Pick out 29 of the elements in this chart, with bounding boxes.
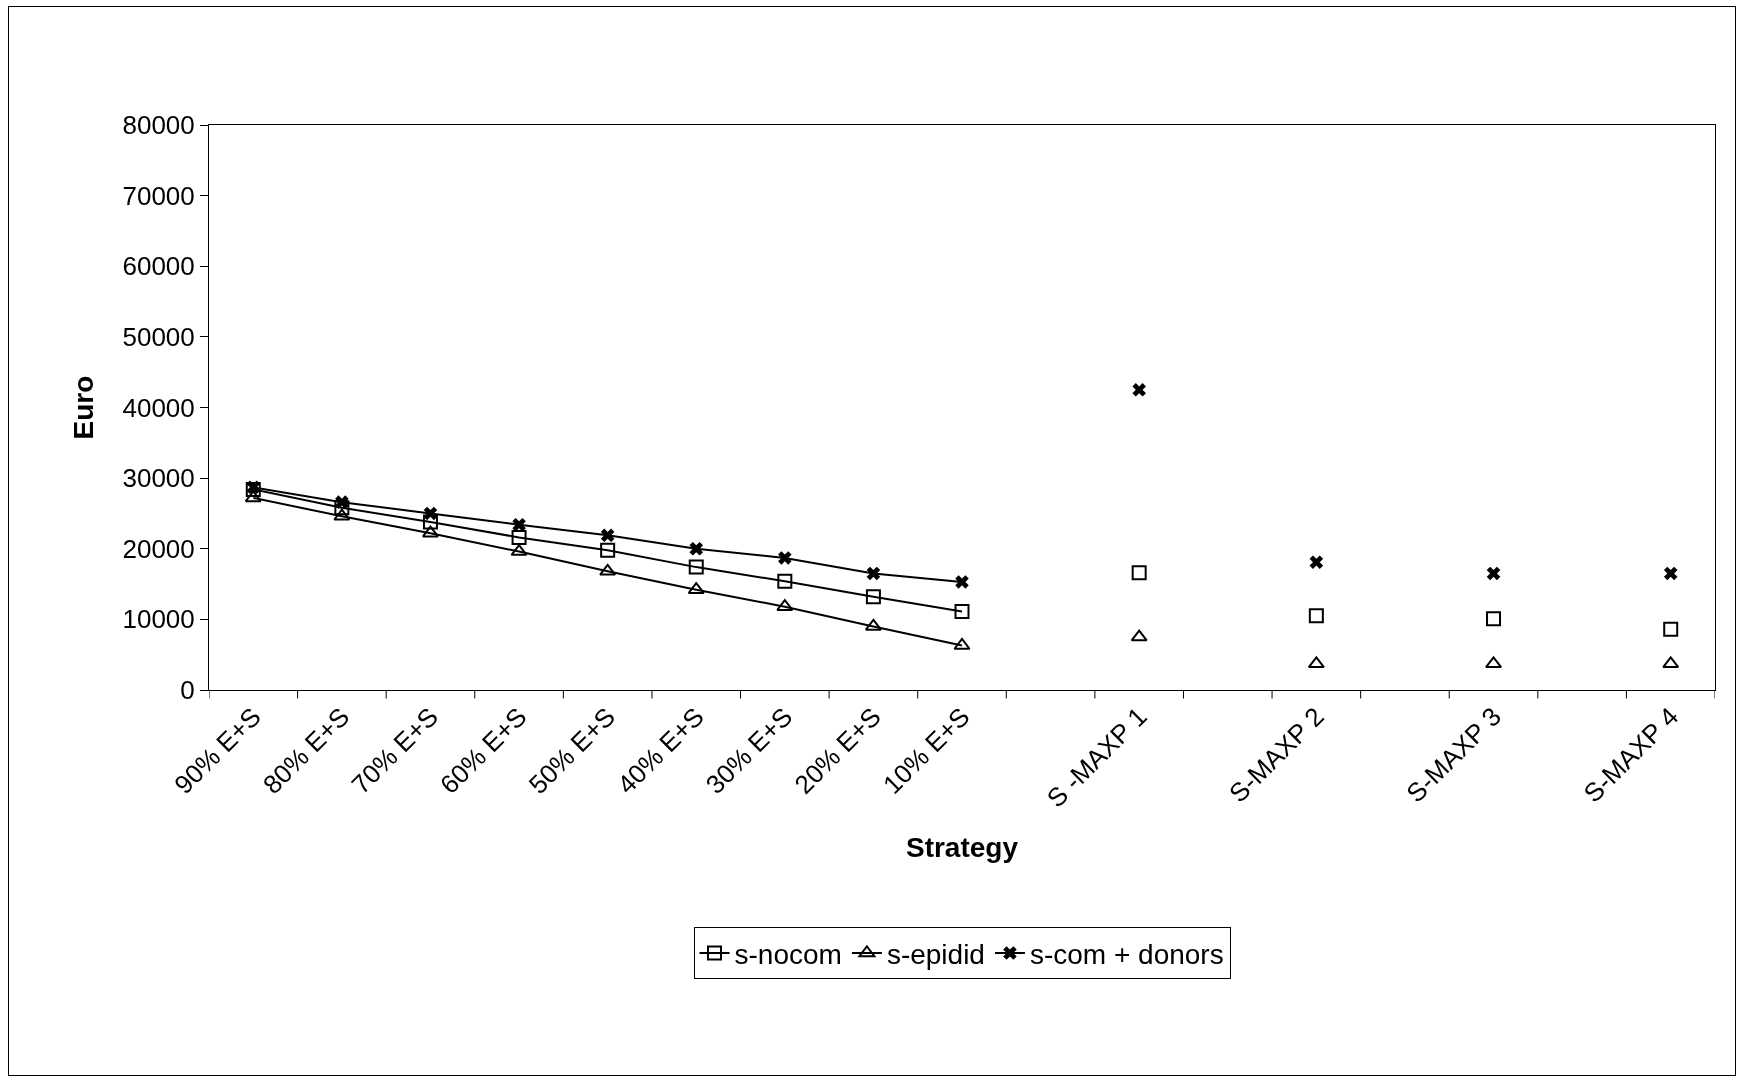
y-tick-label: 40000 [122, 392, 195, 423]
point [1308, 608, 1324, 624]
y-axis-title: Euro [68, 375, 100, 440]
point [864, 618, 882, 631]
point [1663, 566, 1678, 581]
point [1307, 656, 1325, 669]
point [1131, 565, 1147, 581]
y-tick-label: 50000 [122, 321, 195, 352]
legend-label: s-epidid [886, 938, 985, 970]
y-tick-label: 60000 [122, 251, 195, 282]
point [1486, 611, 1502, 627]
y-tick-label: 30000 [122, 463, 195, 494]
point [1132, 383, 1146, 397]
y-tick-label: 10000 [122, 604, 195, 635]
point [1663, 621, 1679, 637]
legend-label: s-com + donors [1029, 938, 1224, 970]
point [865, 589, 881, 605]
y-tick-label: 0 [180, 675, 195, 706]
point [1309, 555, 1324, 569]
y-tick-label: 70000 [122, 180, 195, 211]
x-axis-title: Strategy [905, 832, 1019, 864]
y-tick-label: 80000 [122, 110, 195, 141]
point [954, 604, 970, 620]
point [1662, 656, 1680, 669]
legend-label: s-nocom [734, 938, 842, 970]
point [1485, 656, 1503, 669]
point [1486, 566, 1501, 581]
y-tick-label: 20000 [122, 533, 195, 564]
point [1130, 629, 1148, 642]
